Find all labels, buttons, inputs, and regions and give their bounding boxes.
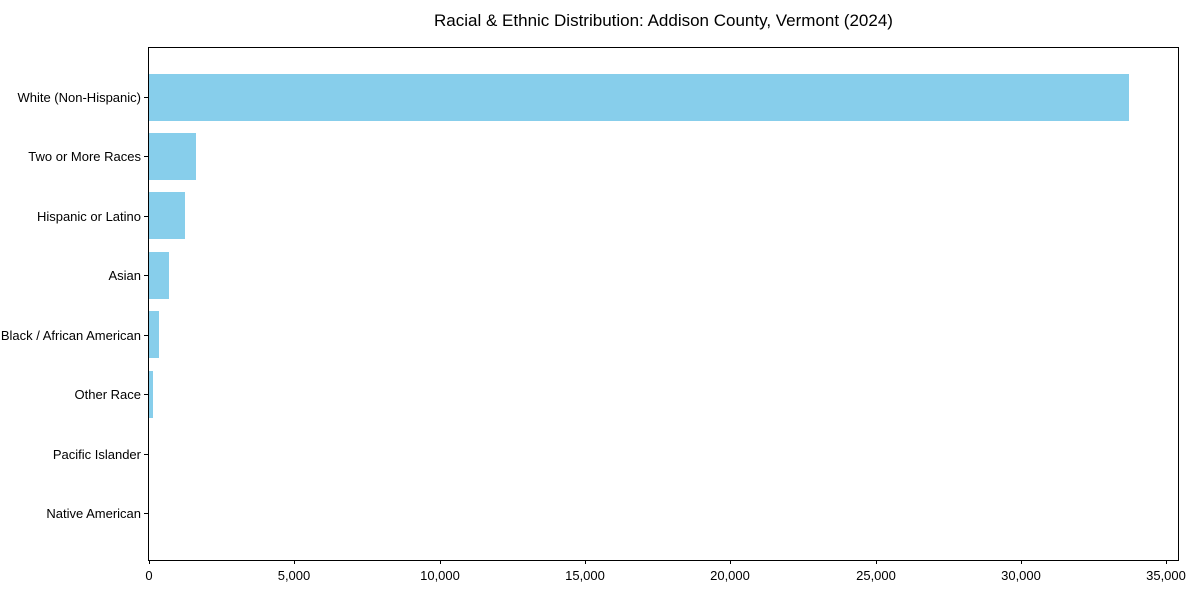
x-tick-mark (1166, 560, 1167, 564)
bar (149, 192, 185, 240)
y-tick-label: Pacific Islander (52, 447, 141, 462)
x-tick-mark (876, 560, 877, 564)
x-tick-label: 15,000 (565, 568, 605, 583)
y-tick-mark (144, 394, 148, 395)
bar (149, 370, 153, 418)
y-tick-label: Asian (108, 268, 141, 283)
y-tick-mark (144, 275, 148, 276)
y-tick-mark (144, 335, 148, 336)
x-tick-label: 5,000 (277, 568, 311, 583)
x-tick-mark (1021, 560, 1022, 564)
y-tick-label: Native American (46, 506, 141, 521)
x-tick-label: 35,000 (1146, 568, 1186, 583)
x-tick-label: 30,000 (1001, 568, 1041, 583)
y-tick-label: Other Race (74, 387, 141, 402)
plot-area: White (Non-Hispanic) Two or More Races His… (1, 47, 1186, 583)
y-tick-mark (144, 97, 148, 98)
bar (149, 132, 196, 180)
x-tick-label: 0 (145, 568, 153, 583)
bar (149, 311, 159, 359)
x-tick-mark (585, 560, 586, 564)
x-tick-mark (149, 560, 150, 564)
y-tick-mark (144, 513, 148, 514)
y-tick-mark (144, 454, 148, 455)
x-tick-label: 25,000 (856, 568, 896, 583)
x-tick-mark (294, 560, 295, 564)
y-tick-label: Black / African American (0, 328, 141, 343)
bar (149, 251, 169, 299)
x-tick-mark (440, 560, 441, 564)
x-tick-mark (730, 560, 731, 564)
y-tick-label: White (Non-Hispanic) (17, 90, 141, 105)
chart-title: Racial & Ethnic Distribution: Addison Co… (434, 11, 893, 30)
x-tick-label: 10,000 (420, 568, 460, 583)
x-tick-label: 20,000 (710, 568, 750, 583)
y-tick-label: Hispanic or Latino (36, 209, 141, 224)
y-tick-label: Two or More Races (28, 149, 141, 164)
bar (149, 73, 1129, 121)
y-tick-mark (144, 156, 148, 157)
y-tick-mark (144, 216, 148, 217)
